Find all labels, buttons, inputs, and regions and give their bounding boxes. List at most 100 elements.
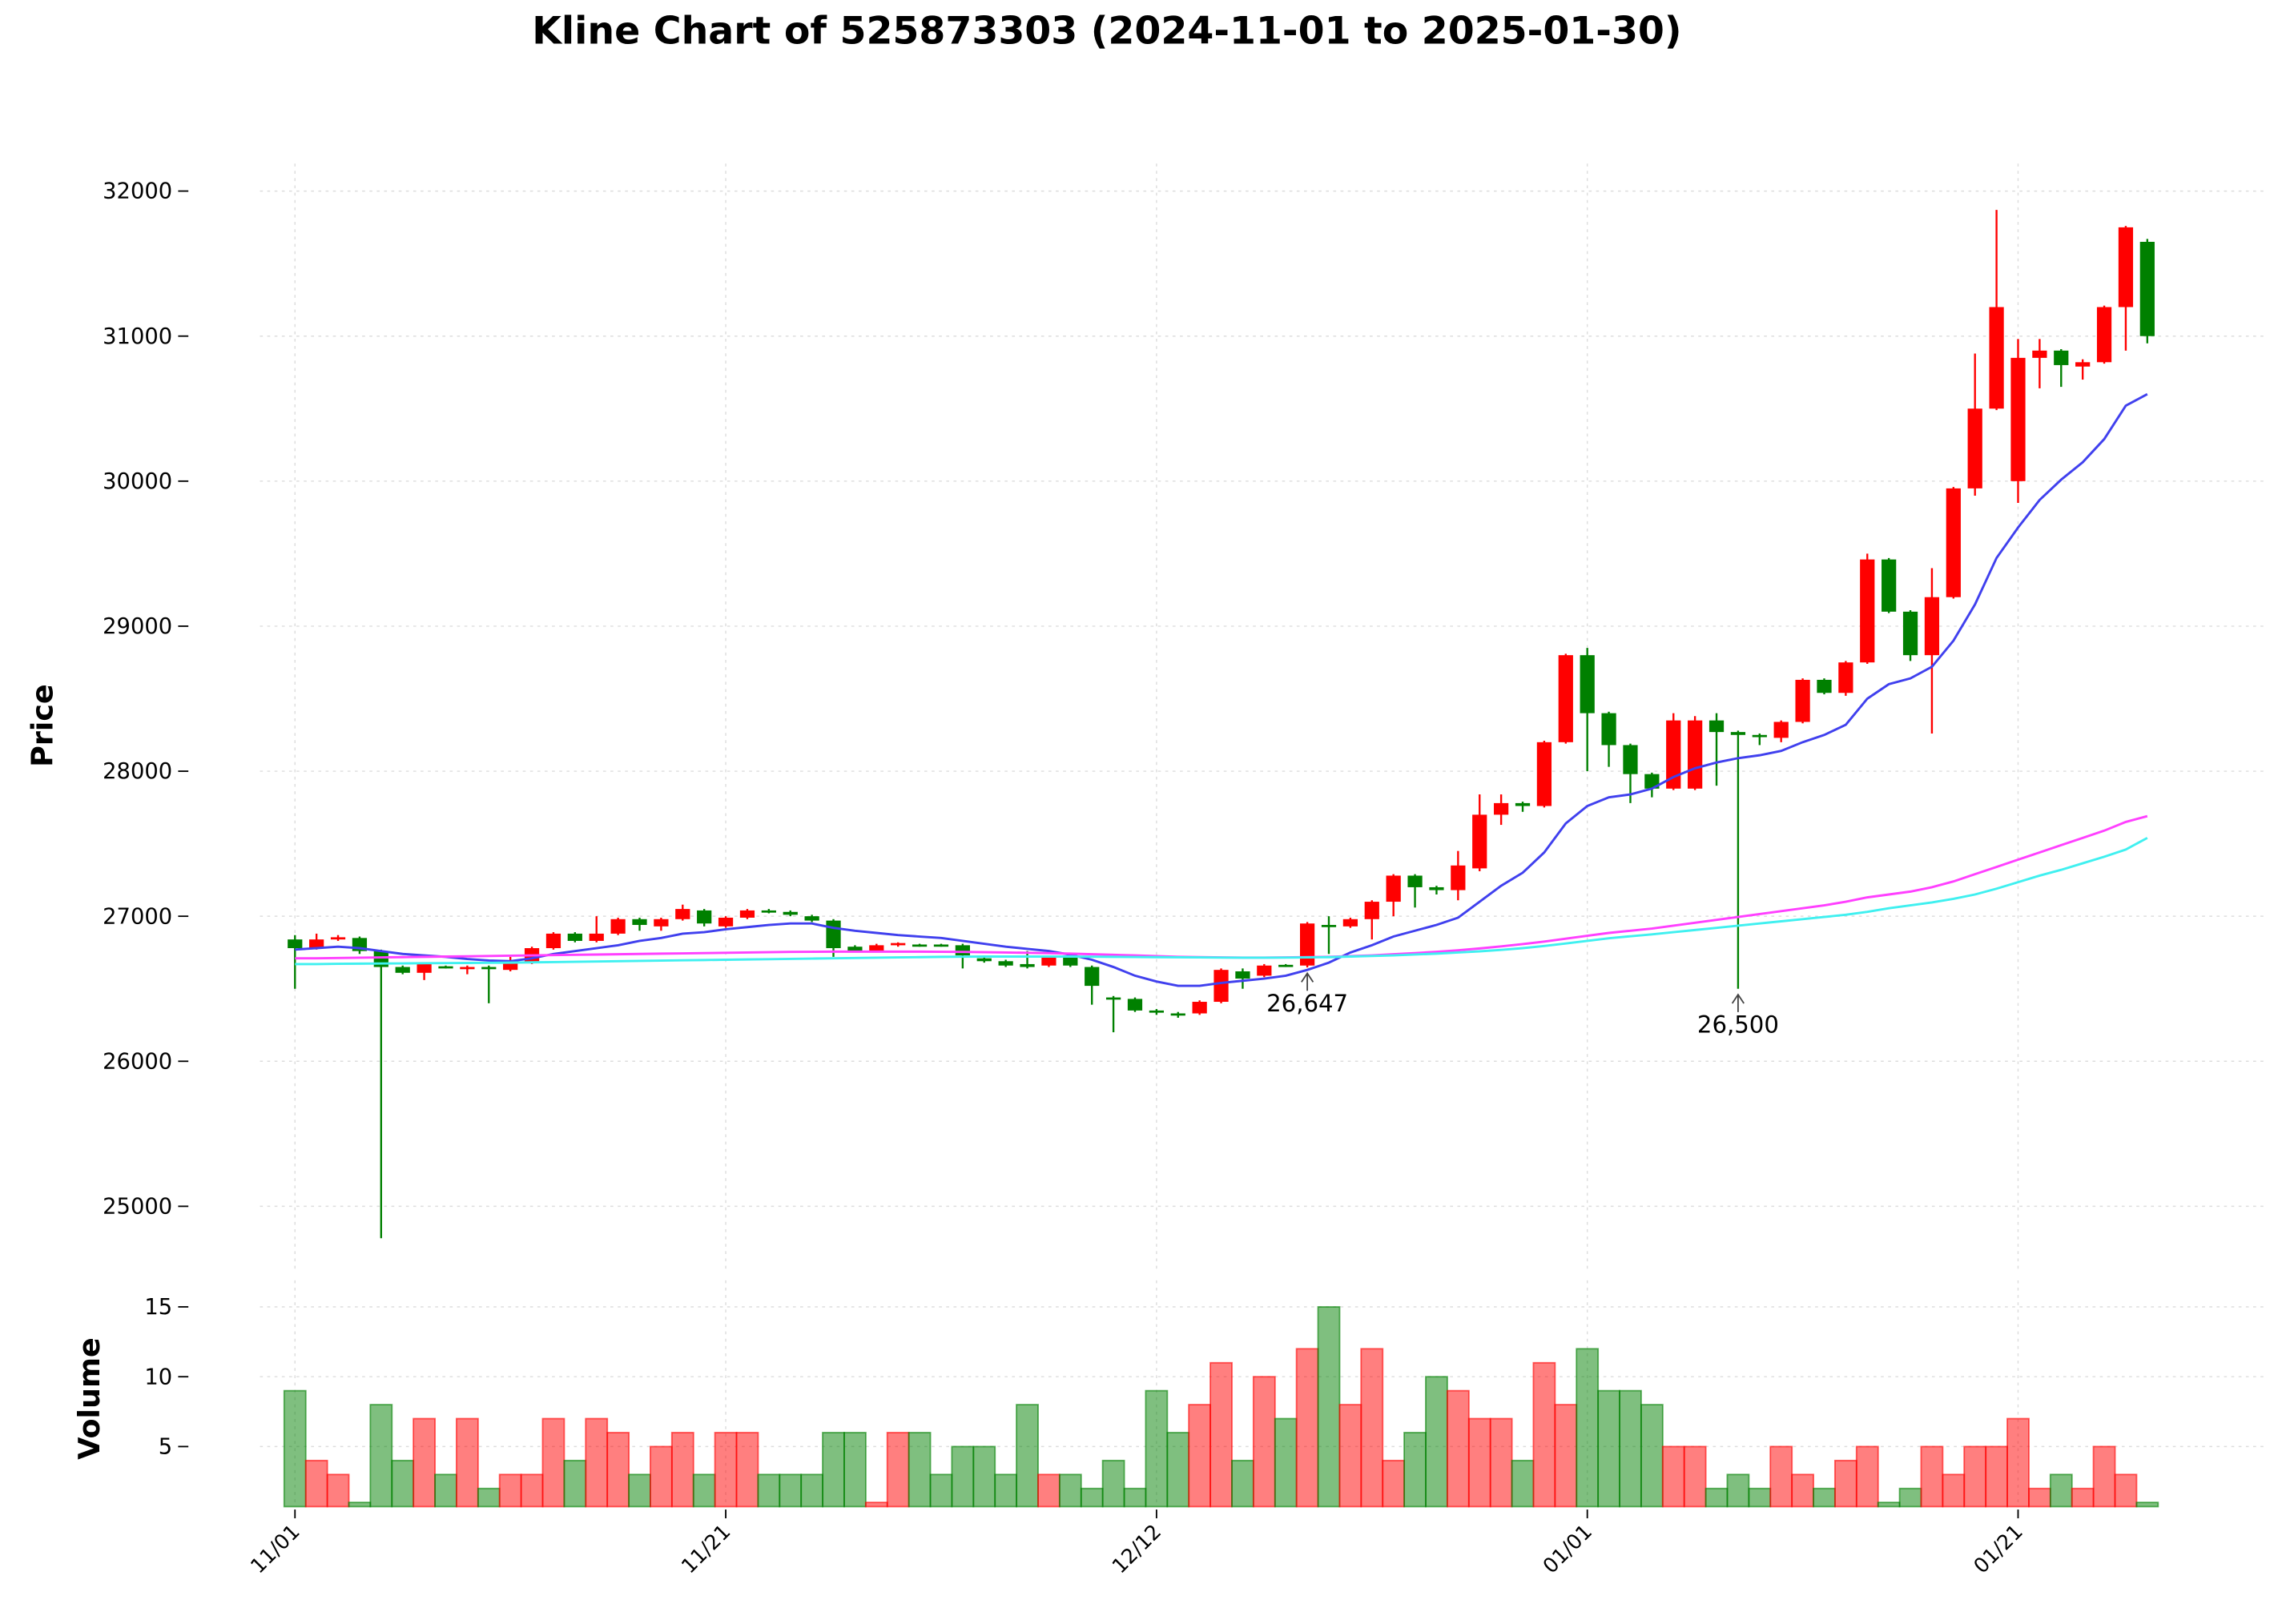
- y-tick-label: 29000: [103, 614, 172, 639]
- x-tick-label: 11/01: [246, 1520, 304, 1578]
- volume-bar: [1360, 1348, 1384, 1508]
- volume-bar: [1016, 1404, 1039, 1508]
- volume-bar: [326, 1473, 350, 1508]
- y-tick-label: 30000: [103, 469, 172, 494]
- x-tick-label: 12/12: [1108, 1520, 1166, 1578]
- volume-bar: [1898, 1487, 1922, 1508]
- candle-body: [675, 909, 690, 919]
- volume-bar: [1425, 1376, 1448, 1508]
- candle-body: [1213, 970, 1229, 1003]
- candle-body: [1838, 662, 1853, 693]
- candle-body: [417, 963, 432, 973]
- volume-bar: [1317, 1306, 1341, 1508]
- volume-bar: [585, 1417, 609, 1508]
- candle-body: [2118, 227, 2134, 308]
- candle-body: [826, 920, 841, 949]
- volume-bar: [2135, 1501, 2159, 1508]
- volume-bar: [1942, 1473, 1966, 1508]
- volume-bar: [1123, 1487, 1147, 1508]
- candle-body: [976, 958, 992, 962]
- volume-bar: [455, 1417, 479, 1508]
- candle-body: [1644, 774, 1660, 789]
- candle-body: [783, 911, 798, 915]
- volume-bar: [1145, 1389, 1169, 1508]
- candle-body: [718, 917, 734, 927]
- candle-body: [1688, 720, 1703, 789]
- volume-bar: [1791, 1473, 1814, 1508]
- y-tick-label: 15: [144, 1295, 172, 1320]
- candle-body: [761, 910, 776, 913]
- volume-bar: [779, 1473, 803, 1508]
- candle-body: [998, 961, 1013, 966]
- x-tick-label: 01/01: [1539, 1520, 1597, 1578]
- volume-bar: [1576, 1348, 1600, 1508]
- volume-bar: [843, 1432, 867, 1508]
- candle-body: [1127, 999, 1143, 1011]
- volume-bar: [1769, 1445, 1793, 1508]
- volume-bar: [2049, 1473, 2073, 1508]
- volume-bar: [2092, 1445, 2116, 1508]
- volume-bar: [1554, 1404, 1578, 1508]
- candle-body: [1407, 875, 1423, 887]
- volume-bar: [822, 1432, 845, 1508]
- candle-body: [912, 944, 928, 947]
- candle-body: [1020, 963, 1035, 967]
- volume-bar: [2071, 1487, 2095, 1508]
- candle-body: [1170, 1013, 1185, 1016]
- candle-body: [2032, 350, 2047, 358]
- volume-bar: [1661, 1445, 1685, 1508]
- volume-bar: [1295, 1348, 1319, 1508]
- volume-bar: [1166, 1432, 1190, 1508]
- volume-bar: [628, 1473, 651, 1508]
- annotation-label: 26,500: [1697, 1011, 1779, 1038]
- candle-body: [309, 939, 324, 949]
- volume-bar: [520, 1473, 544, 1508]
- candle-body: [869, 945, 884, 951]
- candle-body: [2054, 350, 2069, 365]
- y-axis-label: Price: [26, 684, 60, 767]
- volume-bar: [1037, 1473, 1061, 1508]
- volume-bar: [951, 1445, 975, 1508]
- volume-bar: [1252, 1376, 1276, 1508]
- volume-bar: [1511, 1459, 1535, 1508]
- volume-bar: [670, 1432, 694, 1508]
- candle-body: [632, 919, 647, 926]
- volume-bar: [1813, 1487, 1836, 1508]
- volume-bar: [1231, 1459, 1254, 1508]
- candle-body: [1946, 488, 1961, 597]
- candle-body: [933, 944, 949, 947]
- candle-body: [1623, 745, 1638, 774]
- candle-body: [1515, 802, 1531, 806]
- candle-body: [1386, 875, 1401, 902]
- volume-bar: [477, 1487, 501, 1508]
- y-tick-label: 10: [144, 1365, 172, 1389]
- volume-bar: [972, 1445, 996, 1508]
- volume-bar: [283, 1389, 307, 1508]
- candle-body: [1321, 925, 1337, 927]
- candle-body: [330, 937, 346, 940]
- x-tick-label: 11/21: [677, 1520, 735, 1578]
- y-tick-label: 28000: [103, 759, 172, 784]
- volume-bar: [692, 1473, 716, 1508]
- volume-bar: [1058, 1473, 1082, 1508]
- annotation-arrow: [1731, 993, 1745, 1012]
- candle-body: [460, 967, 475, 970]
- volume-bar: [1209, 1361, 1233, 1508]
- candle-body: [1773, 722, 1789, 738]
- candle-body: [2096, 307, 2112, 363]
- candle-body: [288, 939, 303, 949]
- candle-body: [1817, 679, 1832, 693]
- candle-body: [891, 943, 906, 946]
- candle-body: [1063, 956, 1078, 966]
- volume-bar: [2006, 1417, 2030, 1508]
- volume-bar: [1833, 1459, 1857, 1508]
- volume-bar: [1382, 1459, 1406, 1508]
- candle-body: [1580, 655, 1595, 714]
- volume-bar: [994, 1473, 1018, 1508]
- candle-body: [1364, 902, 1379, 919]
- y-tick-label: 27000: [103, 904, 172, 929]
- candle-body: [1601, 713, 1616, 746]
- moving-average-line: [295, 392, 2148, 987]
- candle-body: [1902, 611, 1918, 656]
